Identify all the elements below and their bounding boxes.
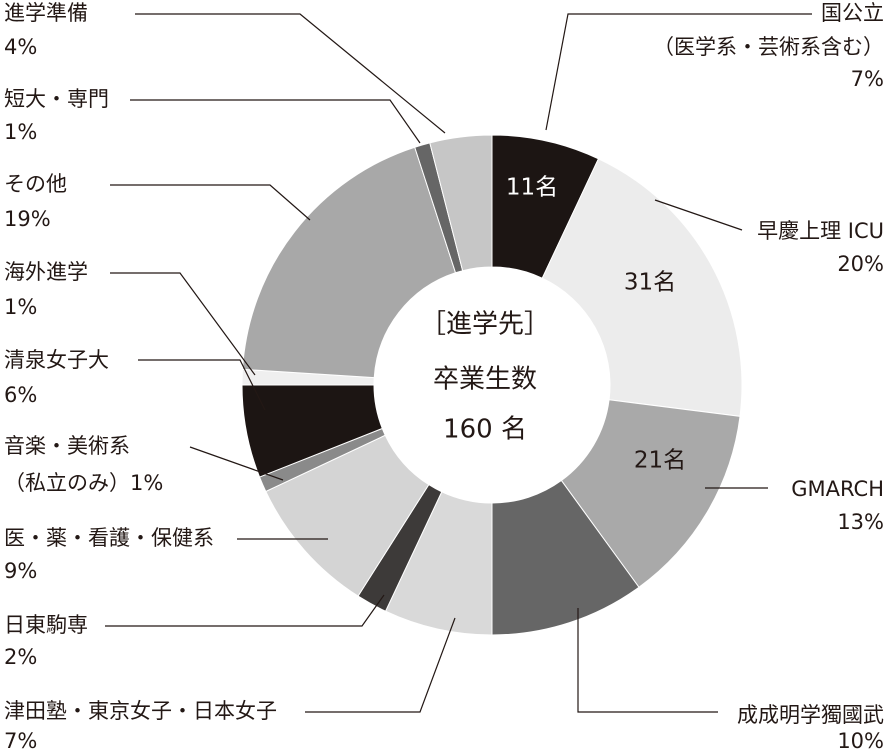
center-text: 160 名 <box>443 415 527 445</box>
category-note: （医学系・芸術系含む） <box>653 35 884 59</box>
leader-line <box>110 272 256 376</box>
leader-line <box>135 13 446 134</box>
category-label: 早慶上理 ICU <box>757 219 884 243</box>
percent-label: 1% <box>130 471 163 495</box>
percent-label: 20% <box>837 252 884 276</box>
percent-label: 19% <box>4 207 51 231</box>
center-text: 卒業生数 <box>433 365 537 395</box>
category-label: 進学準備 <box>4 1 88 25</box>
category-label: その他 <box>4 172 67 196</box>
percent-label: 6% <box>4 383 37 407</box>
percent-label: 10% <box>837 729 884 753</box>
leader-line <box>138 359 266 411</box>
center-text: ［進学先］ <box>420 310 550 340</box>
leader-line <box>545 13 812 131</box>
percent-label: 13% <box>837 510 884 534</box>
category-label: 津田塾・東京女子・日本女子 <box>4 699 277 723</box>
category-label: 海外進学 <box>4 260 88 284</box>
category-label: 成成明学獨國武 <box>737 703 884 727</box>
donut-slice <box>560 399 741 588</box>
category-label: 医・薬・看護・保健系 <box>4 526 214 550</box>
category-label: 日東駒専 <box>4 613 88 637</box>
percent-label: 1% <box>4 295 37 319</box>
category-label: 音楽・美術系 <box>4 434 130 458</box>
percent-label: 4% <box>4 35 37 59</box>
leader-line <box>577 608 718 713</box>
slice-label: 11名 <box>506 175 558 201</box>
leader-line <box>110 184 311 221</box>
slice-label: 31名 <box>624 270 676 296</box>
donut-slice <box>541 158 743 417</box>
leader-line <box>305 617 456 713</box>
leader-line <box>105 594 385 627</box>
category-label: 短大・専門 <box>4 87 109 111</box>
category-label: 国公立 <box>821 1 884 25</box>
percent-label: 1% <box>4 120 37 144</box>
category-note: （私立のみ）1% <box>4 471 163 495</box>
percent-label: 7% <box>851 67 884 91</box>
percent-label: 9% <box>4 559 37 583</box>
slice-label: 21名 <box>634 448 686 474</box>
donut-slice <box>429 134 493 272</box>
category-label: GMARCH <box>791 477 884 501</box>
donut-slice <box>241 146 457 379</box>
percent-label: 7% <box>4 729 37 753</box>
leader-line <box>189 446 284 481</box>
note-text: （私立のみ） <box>4 471 130 495</box>
leader-line <box>130 99 421 144</box>
leader-line <box>654 199 743 231</box>
percent-label: 2% <box>4 645 37 669</box>
category-label: 清泉女子大 <box>4 348 109 372</box>
